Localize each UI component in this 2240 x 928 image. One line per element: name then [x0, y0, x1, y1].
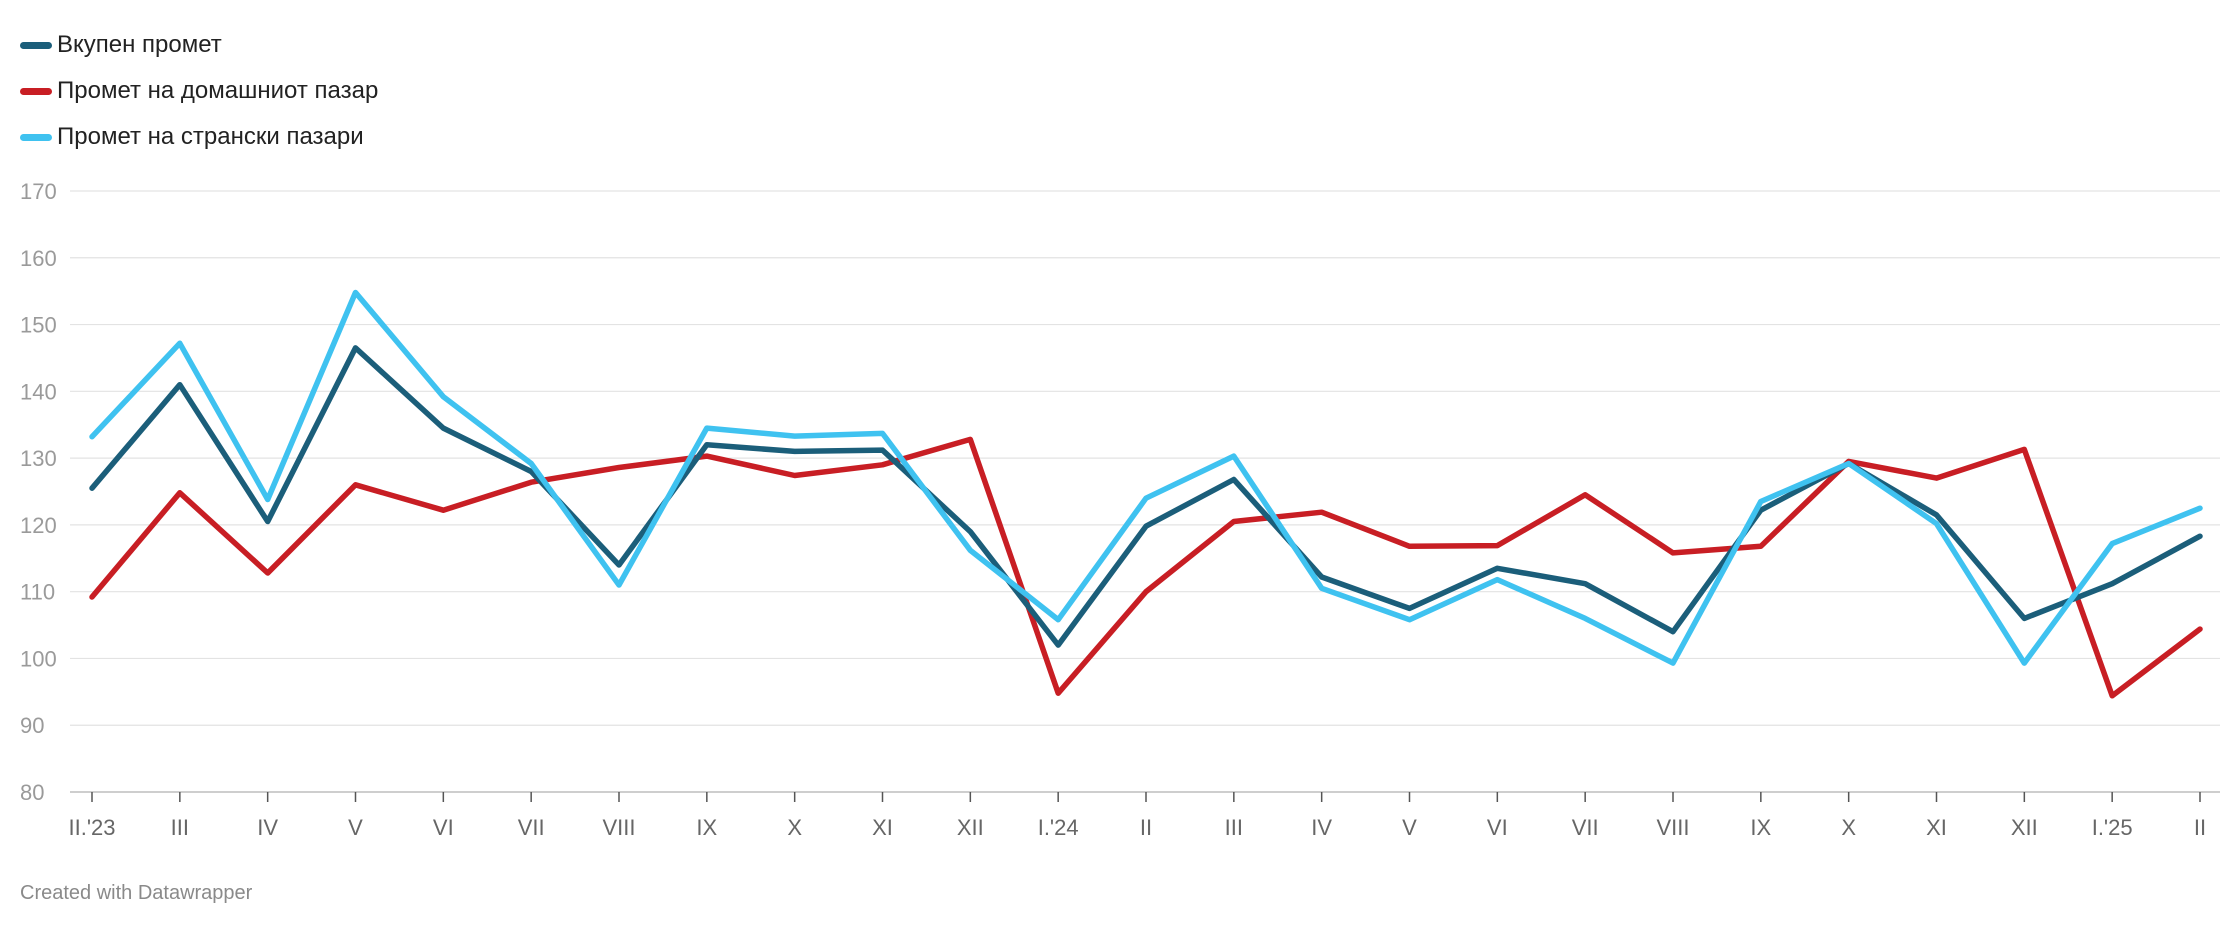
x-tick-label: VII [1572, 815, 1599, 840]
x-tick-label: XI [1926, 815, 1947, 840]
legend-swatch-total [20, 41, 52, 49]
x-tick-label: V [1402, 815, 1417, 840]
series-line-foreign [89, 289, 2203, 666]
x-tick-label: XII [957, 815, 984, 840]
y-tick-label: 120 [20, 513, 57, 538]
x-tick-label: IV [257, 815, 278, 840]
legend-swatch-domestic [20, 87, 52, 95]
y-tick-label: 150 [20, 313, 57, 338]
y-tick-label: 110 [20, 580, 55, 605]
legend-swatch-foreign [20, 133, 52, 141]
y-tick-label: 130 [20, 446, 57, 471]
x-tick-label: IV [1311, 815, 1332, 840]
x-tick-label: X [1841, 815, 1856, 840]
x-tick-label: VI [433, 815, 454, 840]
x-tick-label: VIII [1656, 815, 1689, 840]
legend: Вкупен промет Промет на домашниот пазар … [20, 22, 378, 160]
x-tick-label: XI [872, 815, 893, 840]
x-tick-label: IX [1750, 815, 1771, 840]
legend-item-domestic: Промет на домашниот пазар [20, 68, 378, 114]
y-tick-label: 80 [20, 780, 44, 805]
series-line-domestic [89, 436, 2203, 699]
x-tick-label: XII [2011, 815, 2038, 840]
y-tick-label: 90 [20, 713, 44, 738]
x-tick-label: III [171, 815, 189, 840]
y-tick-label: 170 [20, 179, 57, 204]
x-tick-label: IX [696, 815, 717, 840]
legend-label-foreign: Промет на странски пазари [57, 123, 364, 150]
x-tick-label: VII [518, 815, 545, 840]
y-tick-label: 100 [20, 646, 57, 671]
x-tick-label: VI [1487, 815, 1508, 840]
x-tick-label: I.'25 [2092, 815, 2133, 840]
footer-credit: Created with Datawrapper [20, 882, 253, 904]
x-tick-label: VIII [602, 815, 635, 840]
x-tick-label: V [348, 815, 363, 840]
legend-item-total: Вкупен промет [20, 22, 378, 68]
y-tick-label: 140 [20, 379, 57, 404]
x-tick-label: II [1140, 815, 1152, 840]
x-tick-label: II.'23 [68, 815, 115, 840]
x-tick-label: I.'24 [1038, 815, 1079, 840]
legend-label-domestic: Промет на домашниот пазар [57, 77, 379, 104]
x-tick-label: II [2194, 815, 2206, 840]
x-tick-label: X [787, 815, 802, 840]
y-tick-label: 160 [20, 246, 57, 271]
legend-label-total: Вкупен промет [57, 31, 222, 58]
x-tick-label: III [1225, 815, 1243, 840]
legend-item-foreign: Промет на странски пазари [20, 114, 378, 160]
